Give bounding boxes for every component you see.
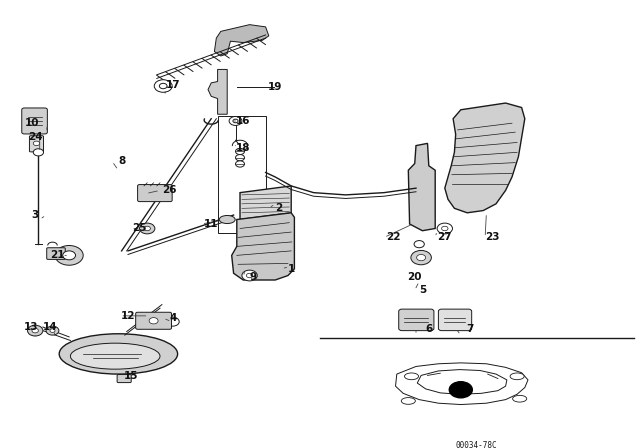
Circle shape: [411, 250, 431, 265]
FancyBboxPatch shape: [399, 309, 434, 331]
FancyBboxPatch shape: [29, 136, 44, 152]
Circle shape: [437, 223, 452, 234]
Circle shape: [449, 382, 472, 398]
Circle shape: [33, 149, 44, 156]
Circle shape: [242, 270, 257, 281]
Text: 2: 2: [275, 203, 282, 213]
Text: 4: 4: [169, 313, 177, 323]
Circle shape: [236, 155, 244, 161]
Ellipse shape: [404, 373, 419, 380]
Text: 24: 24: [28, 132, 42, 142]
Text: 21: 21: [51, 250, 65, 260]
Text: 23: 23: [486, 233, 500, 242]
Polygon shape: [396, 363, 528, 405]
Circle shape: [28, 325, 43, 336]
Text: 12: 12: [121, 311, 135, 321]
Circle shape: [417, 254, 426, 261]
Text: 7: 7: [467, 324, 474, 334]
Text: 8: 8: [118, 156, 125, 166]
FancyBboxPatch shape: [138, 185, 172, 202]
Circle shape: [166, 317, 179, 326]
Circle shape: [229, 116, 242, 125]
Ellipse shape: [219, 215, 236, 224]
Text: 9: 9: [249, 272, 257, 282]
Text: 17: 17: [166, 80, 180, 90]
Text: 3: 3: [31, 210, 39, 220]
Text: 11: 11: [204, 219, 218, 229]
FancyBboxPatch shape: [136, 312, 172, 329]
Circle shape: [50, 329, 55, 332]
Bar: [218, 116, 266, 233]
Text: 20: 20: [408, 272, 422, 282]
Text: 19: 19: [268, 82, 282, 92]
FancyBboxPatch shape: [47, 248, 65, 259]
Ellipse shape: [510, 373, 524, 380]
Polygon shape: [208, 69, 227, 114]
Polygon shape: [417, 370, 507, 394]
Text: 26: 26: [163, 185, 177, 195]
Polygon shape: [214, 25, 269, 56]
Ellipse shape: [70, 343, 160, 369]
Circle shape: [149, 318, 158, 324]
Ellipse shape: [513, 396, 527, 402]
Text: 25: 25: [132, 224, 147, 233]
Polygon shape: [445, 103, 525, 213]
Polygon shape: [240, 186, 291, 220]
Text: 27: 27: [438, 233, 452, 242]
Text: 16: 16: [236, 116, 250, 126]
Text: 15: 15: [124, 371, 138, 381]
Circle shape: [442, 226, 448, 231]
Circle shape: [154, 80, 172, 92]
Text: 18: 18: [236, 143, 250, 153]
Text: 14: 14: [43, 322, 57, 332]
Polygon shape: [408, 143, 435, 231]
Circle shape: [140, 223, 155, 234]
Text: 10: 10: [25, 118, 39, 128]
Circle shape: [236, 161, 244, 167]
Text: 5: 5: [419, 285, 426, 295]
FancyBboxPatch shape: [438, 309, 472, 331]
FancyBboxPatch shape: [117, 375, 131, 383]
Text: 22: 22: [387, 233, 401, 242]
Polygon shape: [232, 213, 294, 280]
Circle shape: [55, 246, 83, 265]
Text: 00034-78C: 00034-78C: [456, 441, 498, 448]
Ellipse shape: [60, 334, 178, 374]
Circle shape: [233, 119, 238, 123]
Text: 6: 6: [425, 324, 433, 334]
Circle shape: [414, 241, 424, 248]
Ellipse shape: [401, 398, 415, 404]
Text: 13: 13: [24, 322, 38, 332]
Circle shape: [246, 273, 253, 278]
Circle shape: [144, 226, 150, 231]
FancyBboxPatch shape: [22, 108, 47, 134]
Circle shape: [63, 251, 76, 260]
Circle shape: [33, 141, 40, 146]
Circle shape: [32, 328, 38, 333]
Circle shape: [46, 326, 59, 335]
Text: 1: 1: [287, 264, 295, 274]
Circle shape: [236, 148, 244, 155]
Circle shape: [159, 83, 167, 89]
